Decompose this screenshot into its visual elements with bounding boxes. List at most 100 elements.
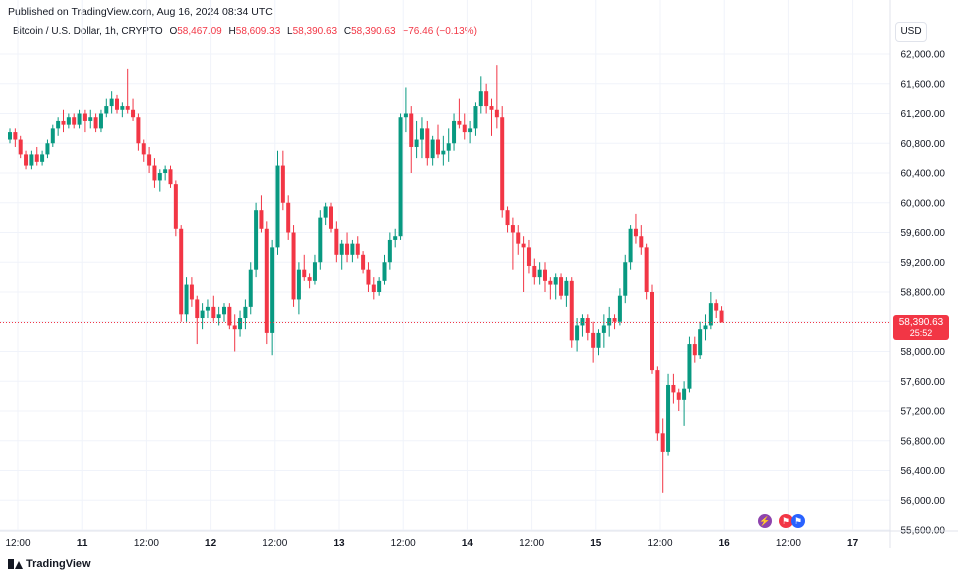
candle-body — [660, 433, 665, 452]
candle — [403, 87, 408, 133]
candle — [650, 284, 654, 374]
candle — [259, 195, 264, 233]
candle-body — [238, 318, 243, 330]
candle-body — [457, 120, 462, 125]
candle — [125, 68, 130, 114]
candle — [275, 150, 280, 255]
candle-body — [82, 113, 87, 121]
candle — [147, 146, 152, 173]
candle-body — [671, 384, 676, 393]
candle — [232, 314, 237, 352]
us-flag-icon[interactable]: ⚑ — [779, 514, 793, 528]
high-value: 58,609.33 — [235, 26, 281, 37]
y-tick-label: 56,000.00 — [901, 496, 946, 507]
lightning-icon[interactable]: ⚡ — [758, 514, 772, 528]
candle — [537, 262, 542, 285]
candle-body — [382, 262, 387, 281]
candle-body — [66, 117, 71, 125]
candle — [329, 202, 333, 233]
candle — [98, 109, 103, 133]
candle-body — [334, 228, 339, 255]
us-flag-icon[interactable]: ⚑ — [791, 514, 805, 528]
candle-body — [714, 303, 719, 311]
candle — [88, 109, 93, 129]
candle — [77, 109, 82, 129]
candle — [682, 381, 687, 426]
candle-body — [13, 132, 18, 140]
candle-body — [45, 143, 50, 155]
candle-body — [296, 269, 301, 300]
candle — [66, 113, 71, 129]
last-price-value: 58,390.63 — [898, 317, 944, 328]
candle — [671, 373, 676, 404]
candle — [666, 373, 671, 456]
candle — [29, 150, 34, 170]
candle — [168, 165, 173, 188]
candle-body — [430, 139, 435, 159]
open-value: 58,467.09 — [177, 26, 222, 37]
candle — [40, 150, 45, 166]
candle — [72, 113, 77, 129]
candle-body — [505, 210, 510, 226]
candle-body — [254, 210, 259, 270]
candle — [345, 232, 350, 263]
candle — [377, 277, 382, 296]
candle-body — [623, 262, 628, 296]
x-tick-label: 11 — [77, 538, 88, 549]
candle — [82, 109, 87, 133]
candle-body — [77, 113, 82, 125]
y-tick-label: 59,200.00 — [901, 258, 946, 269]
candle-body — [666, 384, 671, 452]
candle-body — [366, 269, 371, 285]
candle-body — [441, 150, 446, 155]
candle-body — [719, 310, 724, 323]
candle — [45, 139, 50, 159]
candle-body — [109, 98, 114, 107]
x-tick-label: 12:00 — [134, 538, 159, 549]
x-tick-label: 12:00 — [647, 538, 672, 549]
candle — [195, 295, 200, 345]
currency-button[interactable]: USD — [895, 22, 927, 42]
candle-body — [559, 277, 564, 296]
candle — [698, 321, 703, 359]
candle-body — [29, 154, 34, 166]
candle-body — [227, 306, 232, 326]
candle-body — [56, 120, 61, 129]
x-tick-label: 12:00 — [262, 538, 287, 549]
y-tick-label: 59,600.00 — [901, 228, 946, 239]
candle-body — [692, 344, 697, 356]
candle — [248, 262, 253, 315]
candle — [419, 117, 424, 159]
x-tick-label: 17 — [847, 538, 859, 549]
candle-body — [575, 325, 580, 341]
candle-body — [88, 117, 93, 121]
candle — [350, 239, 355, 263]
y-tick-label: 60,800.00 — [901, 139, 946, 150]
y-tick-label: 60,400.00 — [901, 169, 946, 180]
candle-body — [104, 106, 109, 114]
candle-body — [195, 299, 200, 319]
candle — [473, 102, 478, 136]
candle — [612, 314, 617, 330]
candle-body — [40, 154, 45, 162]
candle-body — [580, 318, 585, 326]
candle-body — [526, 247, 531, 266]
candle-body — [141, 143, 146, 155]
candle-body — [377, 280, 382, 292]
time-axis: 12:00 11 12:00 12 12:00 13 12:00 14 12:00 15 12:00… — [0, 530, 958, 549]
candle-body — [452, 120, 457, 144]
candle-body — [612, 318, 617, 322]
candle — [227, 303, 232, 330]
candle-body — [532, 265, 537, 278]
candle — [13, 128, 18, 147]
brand-name: TradingView — [26, 558, 91, 570]
x-tick-label: 12:00 — [5, 538, 30, 549]
candle-body — [205, 306, 210, 311]
candle-body — [345, 243, 350, 255]
candle-body — [339, 243, 344, 255]
x-tick-label: 14 — [462, 538, 474, 549]
candle — [34, 146, 39, 166]
candle-body — [222, 306, 226, 315]
candle — [489, 98, 494, 136]
